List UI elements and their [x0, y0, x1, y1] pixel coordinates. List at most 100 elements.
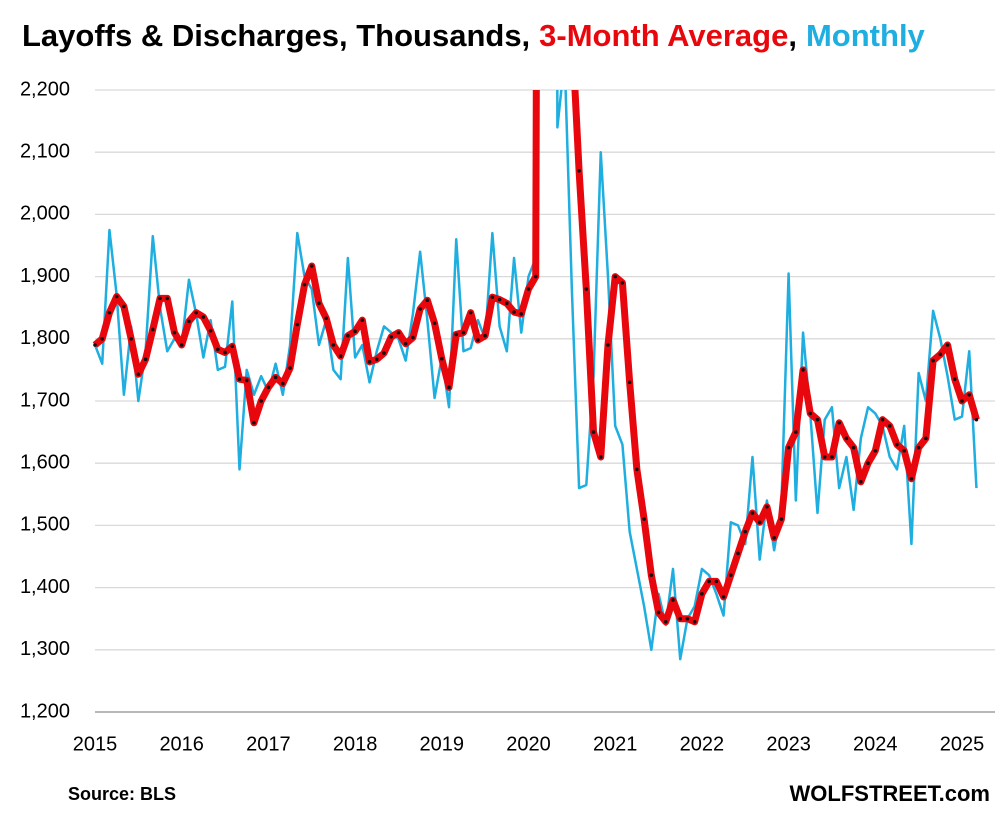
point-marker — [714, 579, 719, 584]
point-marker — [114, 294, 119, 299]
point-marker — [736, 551, 740, 556]
point-marker — [952, 377, 957, 382]
point-marker — [302, 282, 307, 287]
point-marker — [750, 511, 755, 515]
point-marker — [844, 436, 849, 441]
y-tick-label: 2,200 — [20, 78, 70, 100]
point-marker — [512, 310, 516, 314]
point-marker — [122, 304, 126, 309]
point-marker — [179, 343, 184, 347]
point-marker — [960, 399, 964, 403]
point-marker — [707, 579, 711, 584]
point-marker — [606, 343, 610, 347]
point-marker — [382, 351, 386, 355]
x-tick-label: 2025 — [940, 733, 985, 755]
watermark: WOLFSTREET.com — [790, 781, 990, 806]
point-marker — [880, 417, 885, 422]
point-marker — [873, 448, 878, 453]
x-tick-label: 2016 — [159, 733, 204, 755]
point-marker — [367, 360, 372, 364]
point-marker — [468, 310, 473, 315]
point-marker — [519, 312, 524, 316]
point-marker — [678, 616, 683, 621]
point-marker — [613, 274, 617, 279]
point-marker — [916, 445, 921, 450]
point-marker — [801, 368, 805, 372]
point-marker — [252, 420, 256, 425]
point-marker — [143, 357, 148, 362]
point-marker — [374, 357, 379, 362]
point-marker — [440, 356, 444, 361]
point-marker — [866, 461, 870, 466]
x-tick-label: 2018 — [333, 733, 378, 755]
point-marker — [859, 480, 863, 484]
point-marker — [447, 385, 451, 390]
point-marker — [837, 420, 841, 425]
point-marker — [765, 504, 769, 509]
point-marker — [909, 476, 914, 481]
point-marker — [346, 333, 350, 338]
point-marker — [201, 315, 206, 319]
point-marker — [411, 335, 415, 340]
point-marker — [895, 442, 899, 447]
point-marker — [338, 354, 343, 359]
point-marker — [584, 287, 589, 291]
point-marker — [924, 436, 928, 441]
point-marker — [772, 536, 776, 540]
y-tick-label: 1,200 — [20, 700, 70, 722]
x-tick-label: 2023 — [766, 733, 811, 755]
point-marker — [324, 316, 329, 321]
point-marker — [273, 375, 278, 380]
y-tick-label: 1,900 — [20, 265, 70, 287]
grid — [95, 89, 995, 713]
point-marker — [129, 337, 133, 341]
point-marker — [403, 341, 408, 346]
title-series: Monthly — [806, 18, 926, 53]
point-marker — [794, 430, 798, 434]
point-marker — [461, 330, 466, 335]
point-marker — [418, 307, 422, 311]
point-marker — [100, 337, 105, 341]
point-marker — [815, 417, 820, 422]
point-marker — [635, 467, 639, 472]
point-marker — [331, 343, 336, 347]
point-marker — [230, 344, 235, 349]
point-marker — [627, 380, 632, 385]
point-marker — [533, 274, 538, 279]
point-marker — [967, 392, 972, 397]
point-marker — [425, 298, 430, 303]
point-marker — [136, 372, 141, 377]
point-marker — [808, 411, 813, 416]
point-marker — [172, 330, 177, 335]
point-marker — [729, 573, 733, 577]
point-marker — [194, 310, 198, 315]
point-marker — [830, 455, 834, 459]
point-marker — [165, 296, 170, 301]
point-marker — [902, 448, 906, 453]
point-marker — [266, 385, 271, 390]
point-marker — [483, 333, 487, 338]
y-tick-label: 1,300 — [20, 638, 70, 660]
point-marker — [692, 620, 697, 624]
point-marker — [353, 329, 357, 334]
series-line — [92, 90, 980, 626]
point-marker — [649, 573, 654, 577]
point-marker — [779, 517, 784, 521]
point-marker — [743, 529, 748, 534]
chart-title: Layoffs & Discharges, Thousands, 3-Month … — [22, 18, 926, 53]
point-marker — [223, 350, 227, 355]
point-marker — [577, 169, 581, 173]
point-marker — [244, 378, 249, 383]
point-marker — [945, 343, 950, 347]
y-tick-label: 1,700 — [20, 389, 70, 411]
y-tick-label: 2,100 — [20, 140, 70, 162]
point-marker — [490, 295, 495, 299]
point-marker — [208, 328, 213, 333]
point-marker — [757, 520, 762, 525]
x-tick-label: 2017 — [246, 733, 291, 755]
point-marker — [656, 610, 661, 615]
title-separator: , — [788, 18, 797, 53]
point-marker — [216, 347, 220, 352]
source: Source: BLS — [68, 784, 176, 804]
